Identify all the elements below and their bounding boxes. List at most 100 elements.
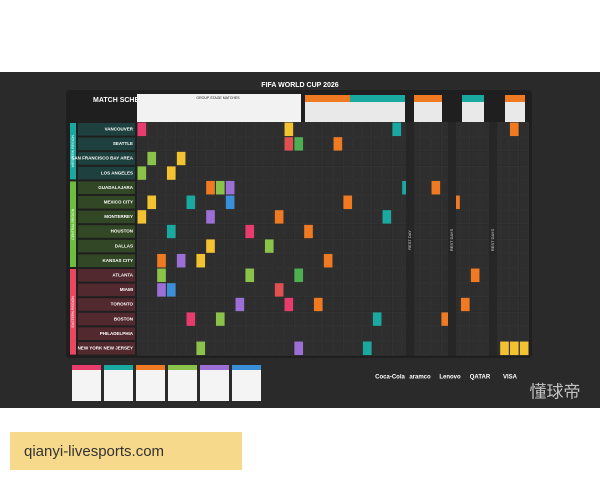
schedule-cell: [519, 165, 529, 181]
schedule-cell: [284, 282, 294, 298]
schedule-cell: [254, 312, 265, 327]
schedule-cell: [146, 253, 157, 268]
schedule-cell: [284, 297, 294, 312]
schedule-cell: [146, 122, 157, 137]
schedule-cell: [499, 253, 510, 268]
schedule-cell: [460, 282, 470, 298]
schedule-cell: [186, 268, 196, 283]
city-row: [78, 181, 135, 194]
city-name: NEW YORK NEW JERSEY: [78, 345, 133, 350]
schedule-cell: [215, 122, 226, 137]
schedule-cell: [392, 195, 402, 210]
schedule-cell: [264, 180, 274, 195]
schedule-cell: [333, 282, 343, 298]
schedule-cell: [264, 195, 274, 210]
schedule-cell: [215, 282, 226, 298]
city-row: [78, 283, 135, 297]
schedule-cell: [431, 136, 441, 152]
schedule-cell: [176, 326, 186, 341]
schedule-cell: [205, 136, 216, 152]
schedule-cell: [421, 122, 431, 137]
schedule-cell: [303, 268, 314, 283]
city-row: [78, 137, 135, 151]
schedule-cell: [225, 326, 235, 341]
schedule-cell: [254, 238, 265, 254]
city-row: [78, 210, 135, 224]
schedule-cell: [460, 238, 470, 254]
schedule-cell: [519, 238, 529, 254]
schedule-cell: [186, 297, 196, 312]
schedule-cell: [244, 326, 255, 341]
schedule-cell: [509, 122, 519, 137]
schedule-cell: [323, 312, 333, 327]
schedule-cell: [303, 253, 314, 268]
round-header: [350, 95, 405, 102]
schedule-cell: [244, 136, 255, 152]
schedule-cell: [137, 209, 147, 225]
schedule-cell: [343, 297, 353, 312]
schedule-cell: [470, 253, 480, 268]
schedule-cell: [499, 195, 510, 210]
rest-label: REST DAYS: [490, 229, 495, 252]
schedule-cell: [156, 341, 167, 356]
schedule-cell: [176, 151, 186, 166]
schedule-cell: [186, 180, 196, 195]
schedule-cell: [137, 122, 147, 137]
schedule-cell: [431, 180, 441, 195]
schedule-cell: [195, 224, 206, 239]
schedule-cell: [519, 209, 529, 225]
schedule-cell: [421, 136, 431, 152]
schedule-cell: [431, 122, 441, 137]
schedule-cell: [460, 180, 470, 195]
schedule-cell: [509, 209, 519, 225]
subtitle: MATCH SCHEDULE: [93, 97, 159, 104]
stage-label: GROUP STAGE MATCHES: [196, 96, 240, 100]
schedule-cell: [421, 209, 431, 225]
schedule-cell: [284, 341, 294, 356]
schedule-cell: [313, 195, 323, 210]
schedule-cell: [264, 209, 274, 225]
schedule-cell: [343, 312, 353, 327]
schedule-cell: [156, 238, 167, 254]
group-tag: [168, 365, 197, 370]
schedule-cell: [519, 122, 529, 137]
schedule-cell: [372, 297, 382, 312]
schedule-cell: [235, 209, 245, 225]
schedule-cell: [225, 136, 235, 152]
city-row: [78, 123, 135, 136]
schedule-cell: [323, 165, 333, 181]
schedule-cell: [274, 224, 284, 239]
schedule-cell: [205, 312, 216, 327]
schedule-cell: [205, 180, 216, 195]
schedule-cell: [274, 180, 284, 195]
round-header: [462, 95, 484, 102]
schedule-cell: [382, 195, 392, 210]
schedule-cell: [460, 341, 470, 356]
schedule-cell: [382, 238, 392, 254]
schedule-cell: [470, 224, 480, 239]
schedule-cell: [146, 224, 157, 239]
schedule-cell: [205, 282, 216, 298]
schedule-cell: [186, 122, 196, 137]
schedule-cell: [176, 165, 186, 181]
schedule-cell: [294, 165, 304, 181]
schedule-cell: [460, 209, 470, 225]
schedule-cell: [244, 341, 255, 356]
schedule-cell: [284, 224, 294, 239]
schedule-cell: [195, 209, 206, 225]
schedule-cell: [392, 209, 402, 225]
schedule-cell: [235, 297, 245, 312]
schedule-cell: [156, 297, 167, 312]
schedule-cell: [195, 326, 206, 341]
schedule-cell: [519, 224, 529, 239]
schedule-cell: [235, 180, 245, 195]
schedule-cell: [166, 195, 177, 210]
schedule-cell: [313, 312, 323, 327]
schedule-cell: [480, 341, 490, 356]
schedule-cell: [313, 268, 323, 283]
schedule-cell: [195, 282, 206, 298]
schedule-cell: [431, 312, 441, 327]
schedule-cell: [205, 341, 216, 356]
schedule-cell: [303, 195, 314, 210]
schedule-cell: [323, 224, 333, 239]
